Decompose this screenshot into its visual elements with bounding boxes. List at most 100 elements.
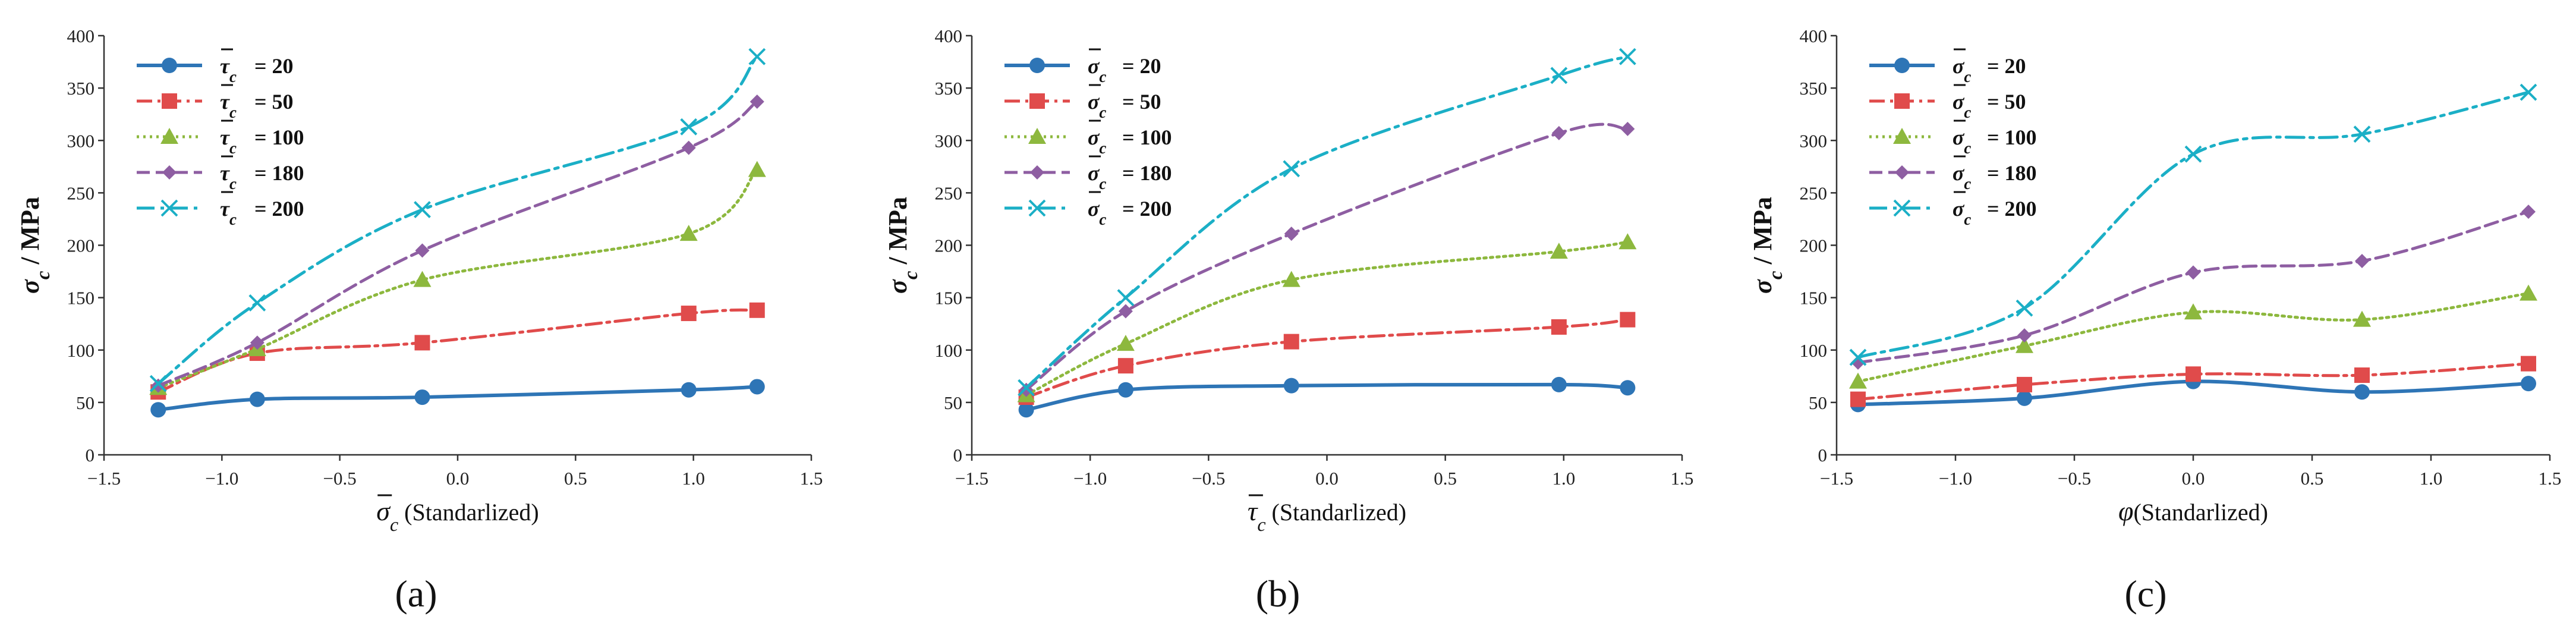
legend-marker-20 — [162, 58, 177, 73]
legend-value-180: = 180 — [254, 161, 304, 185]
series-line-180 — [1025, 122, 1629, 392]
data-point-20 — [2521, 376, 2536, 392]
data-point-180 — [2521, 205, 2536, 219]
data-point-200 — [1018, 379, 1035, 397]
legend-marker-200 — [1028, 199, 1046, 217]
legend-value-200: = 200 — [1987, 197, 2037, 221]
data-point-180 — [1118, 304, 1133, 319]
data-point-200 — [414, 201, 431, 218]
y-tick-label: 100 — [1800, 340, 1828, 361]
chart-panel-c: 0 50 100 150 200 250 300 350 400 −1.5 −1.0 −0.5 0.0 0… — [1748, 26, 2561, 615]
y-tick-label: 300 — [1800, 130, 1828, 151]
data-point-100 — [748, 161, 766, 177]
x-tick-label: 1.0 — [1552, 468, 1575, 489]
x-tick-label: 0.5 — [2301, 468, 2324, 489]
legend-value-200: = 200 — [1122, 197, 1172, 221]
legend-value-20: = 20 — [1987, 54, 2026, 78]
legend-symbol: τc — [220, 54, 237, 86]
legend-marker-50 — [1029, 93, 1045, 109]
data-point-180 — [1551, 125, 1566, 140]
data-point-20 — [1620, 380, 1636, 396]
data-point-20 — [249, 391, 265, 407]
legend-marker-20 — [1894, 58, 1910, 73]
y-tick-label: 350 — [935, 78, 963, 99]
legend-value-20: = 20 — [254, 54, 294, 78]
y-tick-label: 250 — [1800, 183, 1828, 203]
data-point-50 — [749, 302, 765, 318]
legend-marker-100 — [1893, 128, 1911, 144]
panel-label: (b) — [1256, 573, 1300, 615]
data-point-200 — [2016, 299, 2033, 317]
y-tick-label: 250 — [67, 183, 95, 203]
panel-label: (c) — [2124, 573, 2166, 615]
legend-marker-180 — [162, 165, 177, 180]
data-point-200 — [2353, 125, 2371, 143]
data-point-100 — [679, 225, 698, 241]
legend-symbol: σc — [1953, 197, 1971, 228]
legend-symbol: σc — [1088, 197, 1106, 228]
x-tick-label: 0.5 — [1434, 468, 1457, 489]
y-tick-label: 400 — [1800, 26, 1828, 46]
y-tick-label: 0 — [86, 445, 95, 466]
x-tick-label: 1.5 — [2539, 468, 2562, 489]
y-axis-label: σc / MPa — [883, 197, 922, 294]
data-point-50 — [1117, 358, 1133, 374]
x-tick-label: −1.5 — [955, 468, 988, 489]
data-point-200 — [248, 294, 266, 312]
legend-value-50: = 50 — [254, 90, 294, 114]
data-point-180 — [1284, 227, 1299, 241]
y-tick-label: 50 — [1809, 392, 1827, 413]
data-point-20 — [749, 379, 765, 395]
data-point-180 — [2186, 265, 2200, 280]
data-point-20 — [1018, 402, 1034, 418]
data-point-50 — [681, 306, 697, 322]
legend-marker-100 — [160, 128, 178, 144]
data-point-50 — [2185, 366, 2201, 382]
data-point-180 — [2355, 253, 2369, 268]
data-point-50 — [1850, 391, 1866, 407]
data-point-20 — [2017, 390, 2032, 406]
data-point-100 — [2353, 310, 2371, 327]
chart-panel-b: 0 50 100 150 200 250 300 350 400 −1.5 −1.0 −0.5 0.0 0… — [883, 26, 1693, 615]
y-tick-label: 200 — [935, 235, 963, 256]
legend-marker-180 — [1030, 165, 1044, 180]
series-line-50 — [156, 308, 759, 394]
y-axis-label: σc / MPa — [1748, 197, 1787, 294]
legend-value-200: = 200 — [254, 197, 304, 221]
legend-marker-100 — [1028, 128, 1046, 144]
y-tick-label: 400 — [935, 26, 963, 46]
data-point-100 — [413, 271, 432, 287]
data-point-100 — [1116, 335, 1135, 351]
legend-marker-180 — [1895, 165, 1909, 180]
legend-symbol: τc — [220, 90, 237, 121]
data-point-100 — [1282, 271, 1300, 287]
data-point-50 — [2354, 367, 2370, 383]
series-line-200 — [156, 55, 759, 385]
y-tick-label: 250 — [935, 183, 963, 203]
data-point-200 — [1849, 348, 1867, 366]
data-point-200 — [680, 118, 698, 136]
data-point-20 — [681, 382, 697, 398]
data-point-200 — [1117, 289, 1135, 307]
data-point-50 — [1551, 319, 1567, 335]
y-tick-label: 0 — [953, 445, 963, 466]
data-point-180 — [415, 243, 430, 258]
data-point-100 — [1849, 372, 1867, 389]
data-point-200 — [2520, 83, 2537, 101]
data-point-180 — [1851, 355, 1865, 370]
data-point-200 — [1550, 67, 1568, 84]
series-line-20 — [1024, 382, 1630, 412]
y-tick-label: 150 — [1800, 288, 1828, 309]
x-tick-label: −1.5 — [1820, 468, 1853, 489]
y-tick-label: 150 — [67, 288, 95, 309]
data-point-180 — [750, 95, 764, 109]
legend-symbol: σc — [1088, 161, 1106, 193]
series-line-180 — [1856, 210, 2530, 364]
x-tick-label: −0.5 — [1192, 468, 1225, 489]
data-point-200 — [1618, 48, 1636, 65]
data-point-20 — [414, 389, 430, 405]
data-point-50 — [2521, 356, 2536, 372]
y-tick-label: 200 — [1800, 235, 1828, 256]
x-tick-label: −1.5 — [87, 468, 121, 489]
